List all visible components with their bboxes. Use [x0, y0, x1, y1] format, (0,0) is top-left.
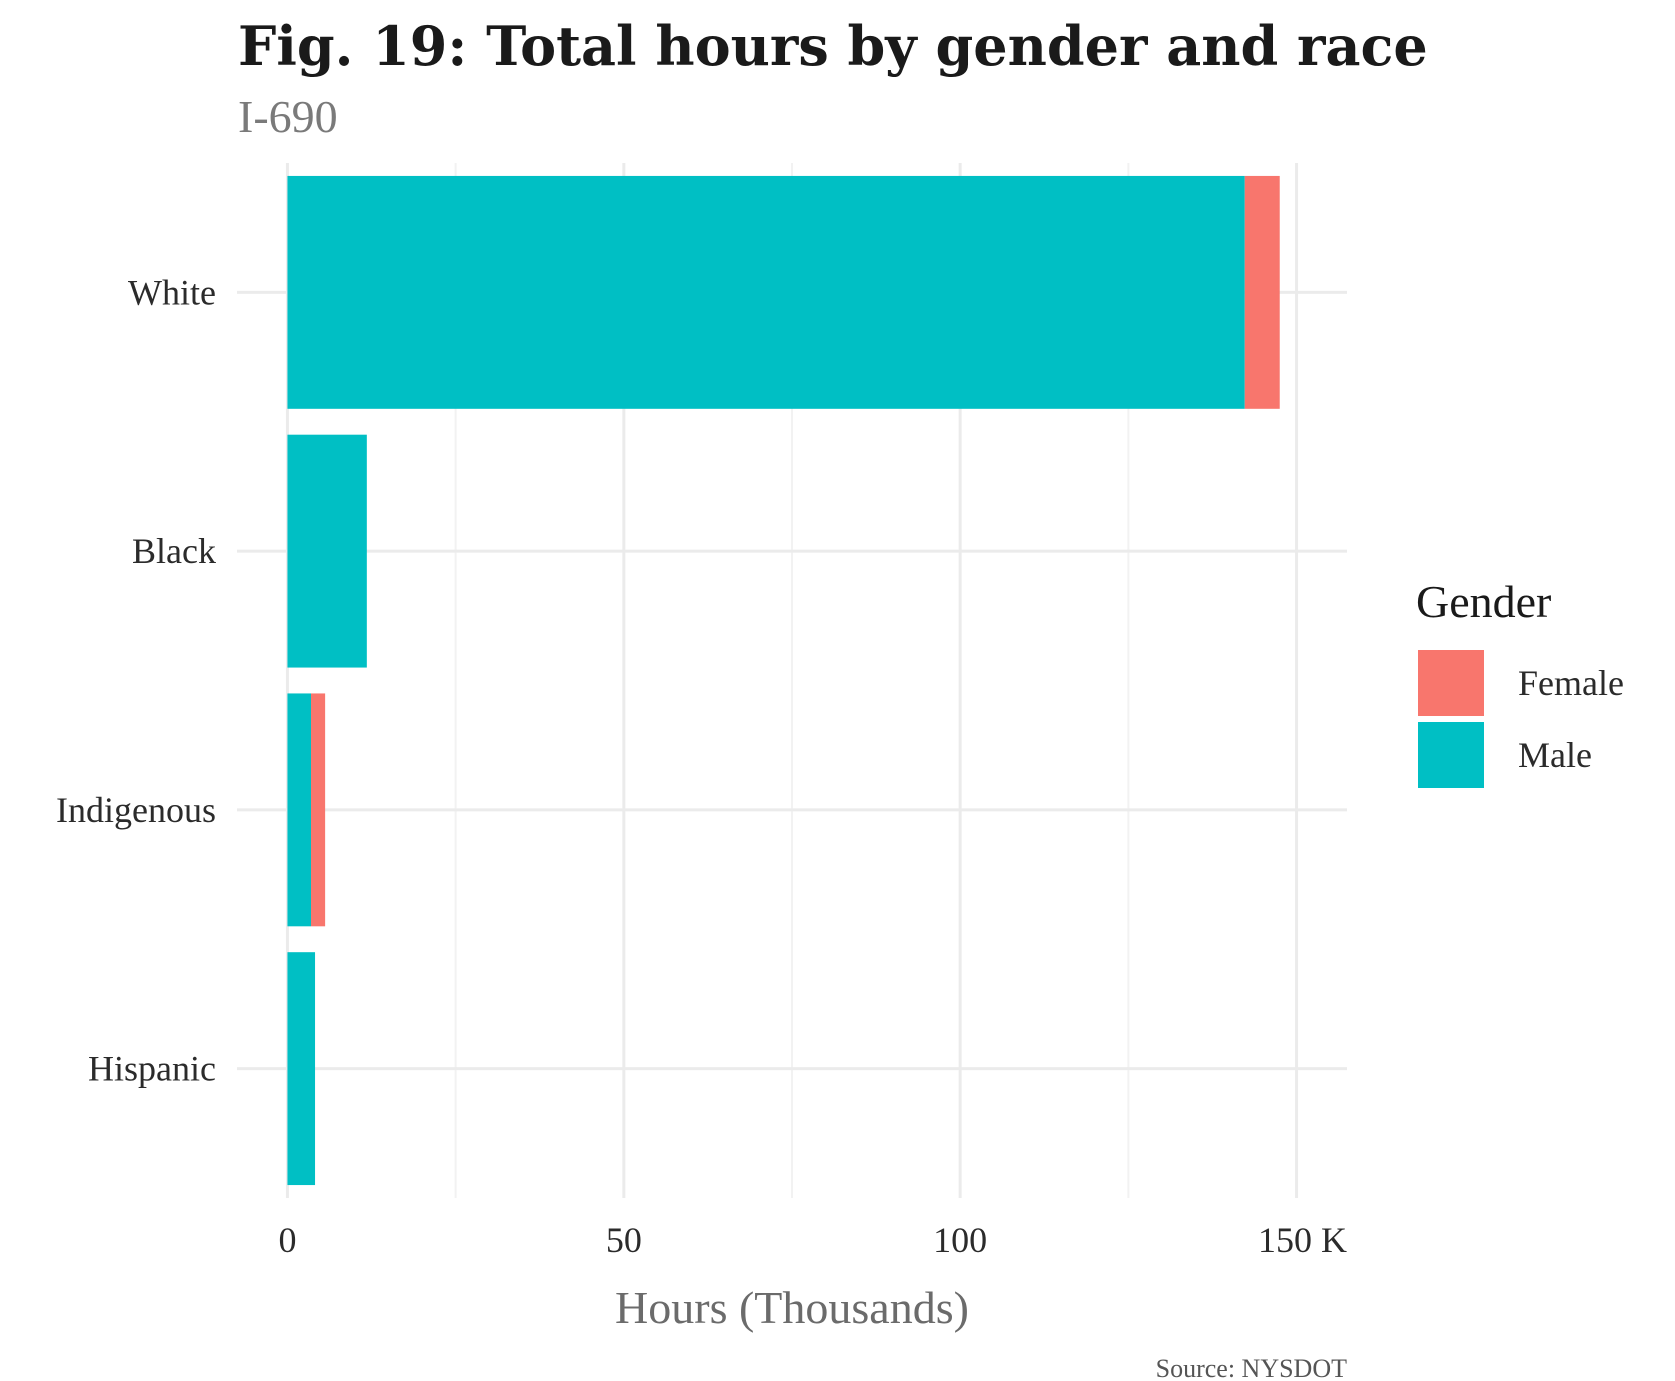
y-tick-label: Hispanic: [88, 1049, 216, 1089]
legend-label-female: Female: [1518, 663, 1624, 703]
bar-black-male: Black / Male: 11.8: [287, 434, 367, 668]
y-tick-label: Indigenous: [56, 790, 216, 830]
bar-white-male: White / Male: 142.3: [287, 175, 1245, 409]
bar-white-female: White / Female: 5.2: [1244, 175, 1280, 409]
legend-swatch-female: [1418, 650, 1484, 716]
x-tick-label: 0: [278, 1220, 296, 1260]
legend-label-male: Male: [1518, 735, 1592, 775]
chart-subtitle: I-690: [238, 91, 338, 142]
x-tick-label: 100: [933, 1220, 987, 1260]
legend: Gender Female Male: [1416, 576, 1624, 788]
y-tick-label: Black: [132, 531, 216, 571]
bar-indigenous-female: Indigenous / Female: 2.1: [311, 693, 326, 927]
bar-indigenous-male: Indigenous / Male: 3.5: [287, 693, 311, 927]
x-tick-label: 150 K: [1258, 1220, 1347, 1260]
chart-title: Fig. 19: Total hours by gender and race: [238, 14, 1428, 78]
legend-title: Gender: [1416, 576, 1551, 627]
caption: Source: NYSDOT: [1156, 1354, 1347, 1381]
x-tick-label: 50: [606, 1220, 642, 1260]
x-axis: 0 50 100 150 K: [278, 1220, 1347, 1260]
y-tick-label: White: [128, 272, 216, 312]
x-axis-title: Hours (Thousands): [615, 1282, 969, 1333]
bar-hispanic-male: Hispanic / Male: 4.1: [287, 952, 316, 1186]
y-axis: White Black Indigenous Hispanic: [56, 272, 216, 1088]
legend-swatch-male: [1418, 722, 1484, 788]
bars: White / Male: 142.3White / Female: 5.2 Bl…: [287, 175, 1280, 1186]
